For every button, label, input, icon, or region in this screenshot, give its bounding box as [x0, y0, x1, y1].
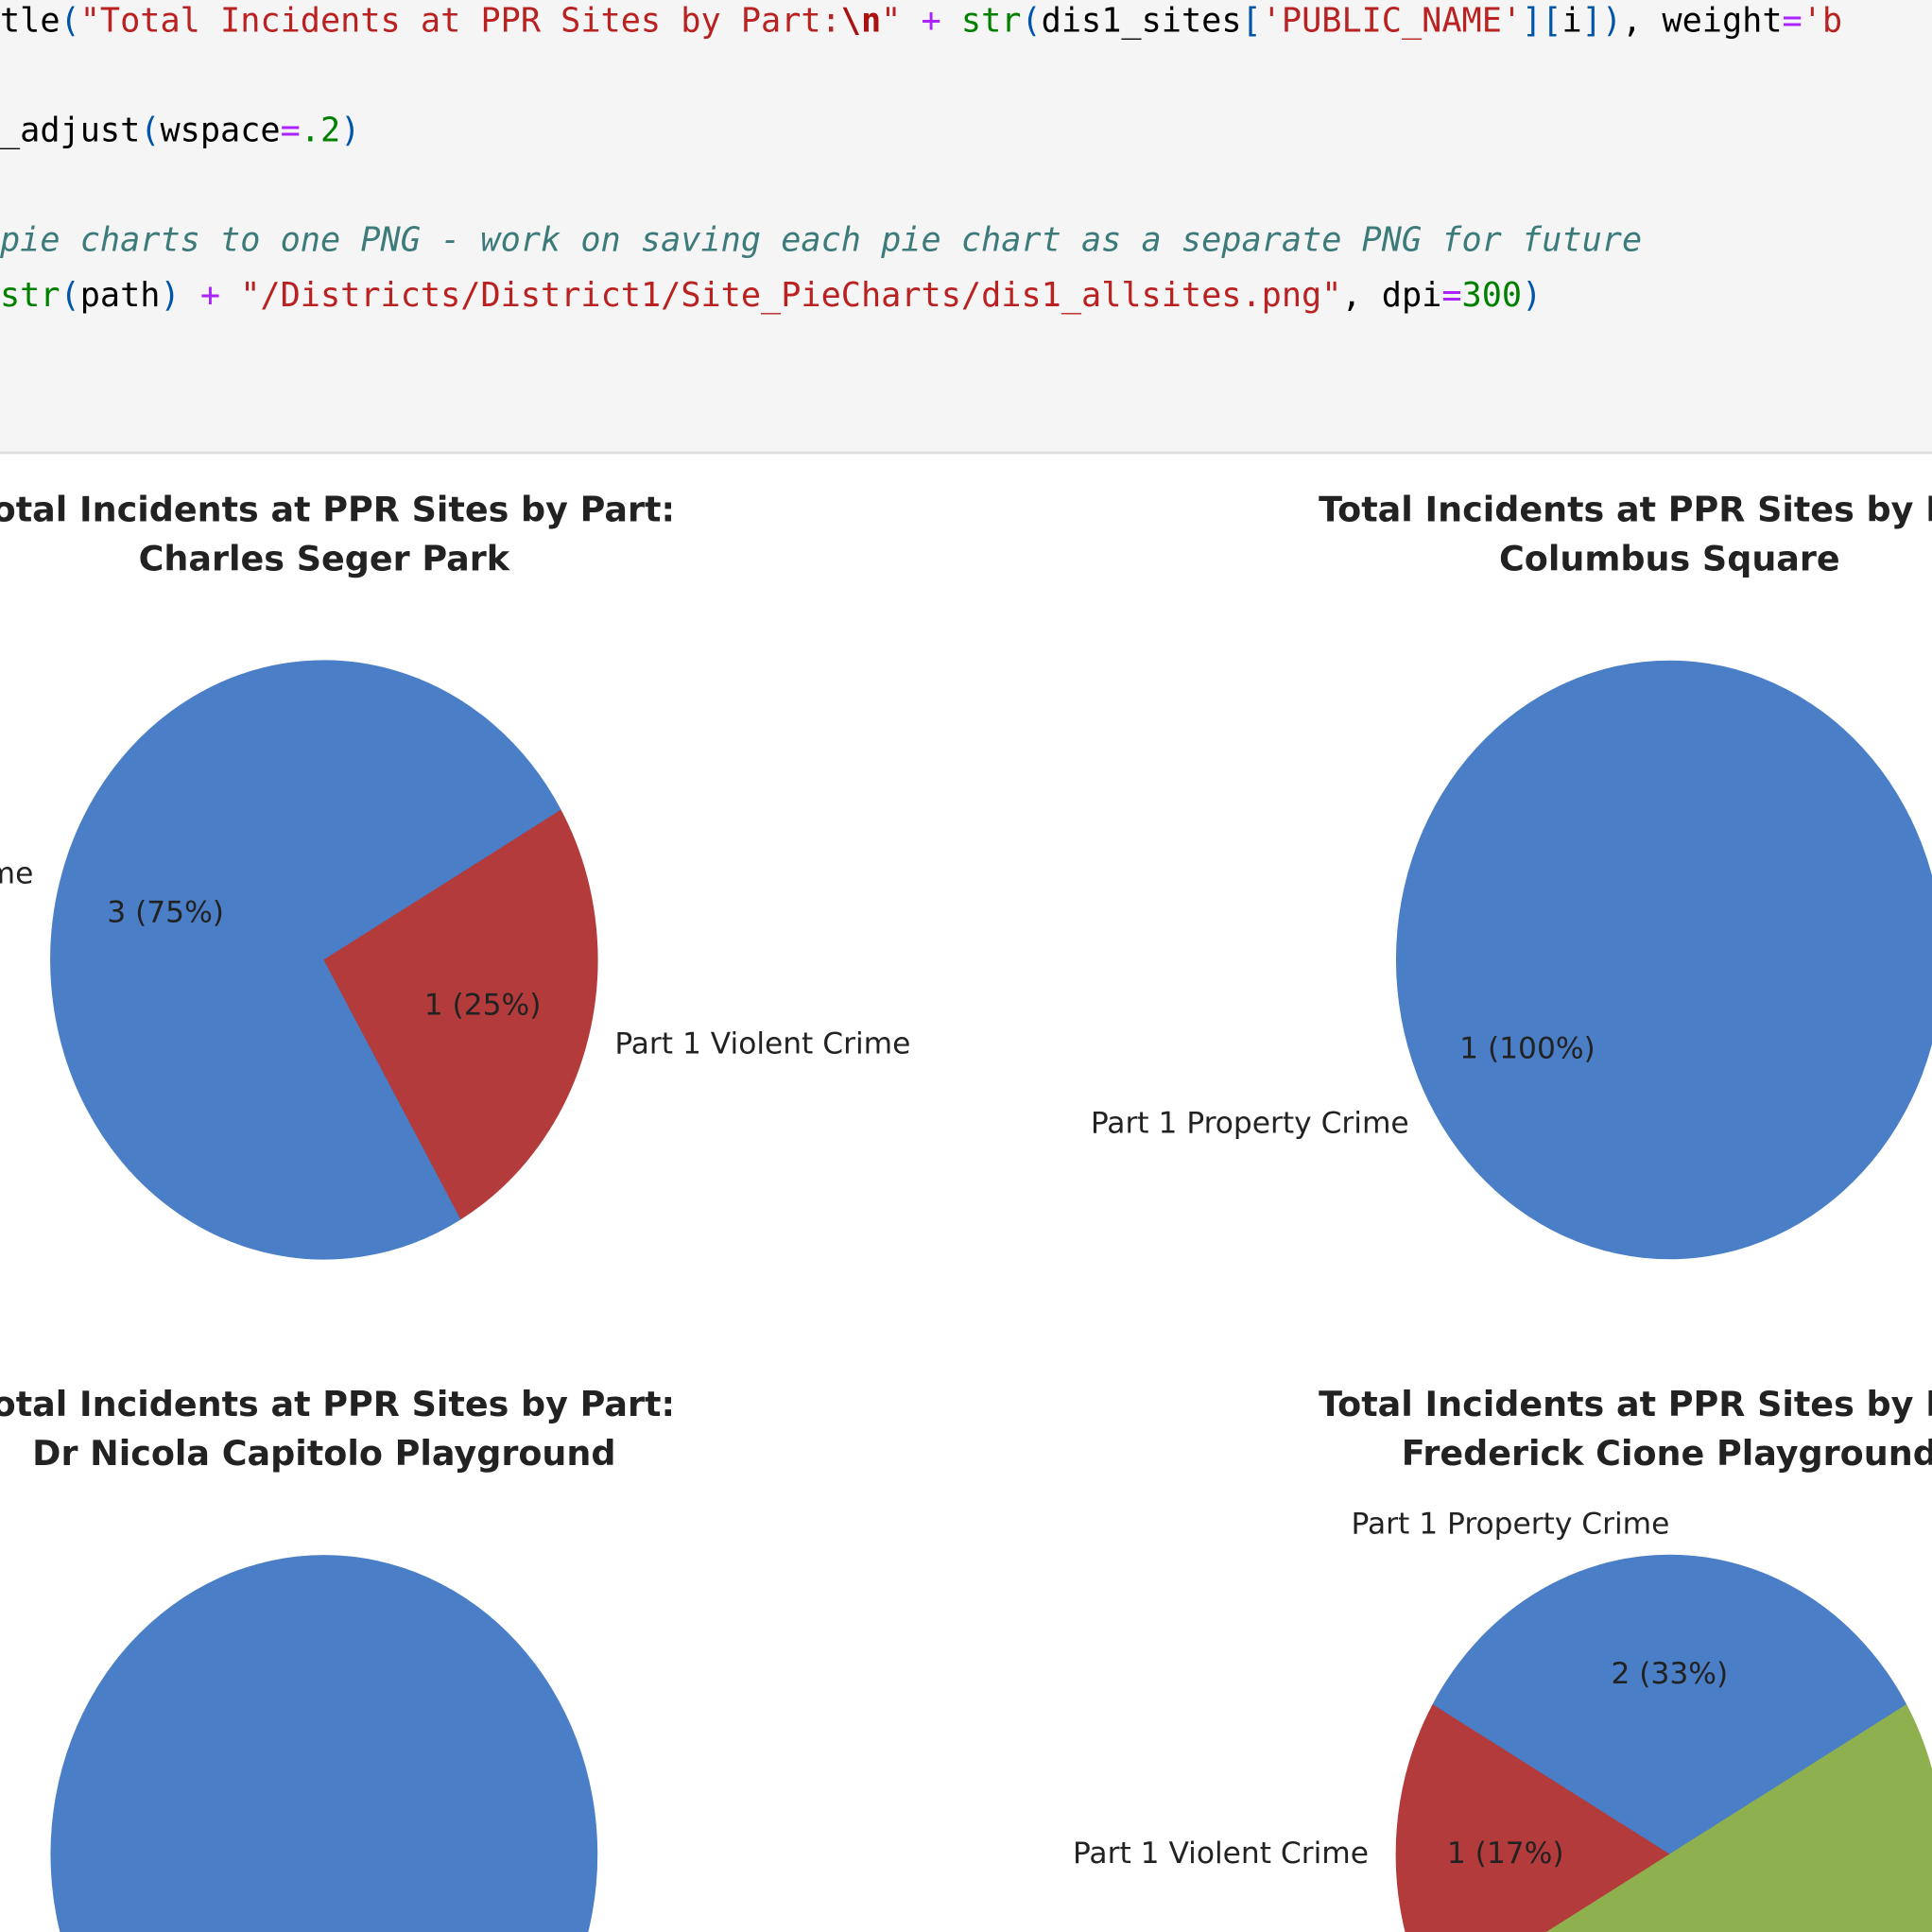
code-token: [ — [1242, 1, 1262, 40]
pie-slice — [50, 660, 561, 1260]
slice-label: Part 1 Violent Crime — [1073, 1837, 1369, 1871]
chart-title: Dr Nicola Capitolo Playground — [32, 1433, 615, 1474]
code-token: , dpi — [1341, 276, 1441, 315]
value-label: 1 (25%) — [424, 989, 542, 1023]
chart-title: Columbus Square — [1499, 539, 1840, 579]
code-token: = — [1441, 276, 1461, 315]
chart-title: Total Incidents at PPR Sites by Part: — [1319, 1384, 1932, 1424]
pie-slice — [1545, 1704, 1932, 1932]
code-line: pie charts to one PNG - work on saving e… — [0, 221, 1642, 260]
code-token — [941, 1, 961, 40]
code-token: , weight — [1622, 1, 1782, 40]
value-label: 1 (100%) — [1459, 1032, 1596, 1066]
code-token: = — [1783, 1, 1803, 40]
chart-title: Frederick Cione Playground — [1402, 1433, 1932, 1474]
code-token: str — [0, 276, 60, 315]
chart-title: Total Incidents at PPR Sites by Part: — [1319, 489, 1932, 529]
code-token: ) — [340, 111, 360, 149]
code-token — [220, 276, 240, 315]
pie-slice — [323, 809, 598, 1220]
code-token: = — [281, 111, 301, 149]
code-token: \n — [841, 1, 881, 40]
slice-label: Part 1 Property Crime — [0, 856, 33, 890]
code-token: ( — [1021, 1, 1041, 40]
code-token — [901, 1, 921, 40]
slice-label: Part 1 Property Crime — [1091, 1107, 1409, 1141]
code-token: ) — [160, 276, 180, 315]
code-token — [181, 276, 200, 315]
pie-slice — [50, 1555, 598, 1932]
code-line: str(path) + "/Districts/District1/Site_P… — [0, 276, 1542, 315]
code-line: tle("Total Incidents at PPR Sites by Par… — [0, 1, 1842, 40]
code-token: str — [961, 1, 1022, 40]
chart-title: Total Incidents at PPR Sites by Part: — [0, 1384, 675, 1424]
code-token: i — [1561, 1, 1581, 40]
code-cell — [0, 0, 1932, 453]
pie-slice — [1432, 1554, 1907, 1855]
code-token: ) — [1522, 276, 1542, 315]
slice-label: Part 1 Property Crime — [1352, 1507, 1670, 1541]
code-token: 300 — [1462, 276, 1523, 315]
slice-label: Part 1 Violent Crime — [614, 1027, 910, 1061]
code-token: "/Districts/District1/Site_PieCharts/dis… — [240, 276, 1341, 315]
value-label: 1 (17%) — [1447, 1837, 1564, 1871]
code-token: 'b — [1803, 1, 1842, 40]
chart-title: Total Incidents at PPR Sites by Part: — [0, 489, 675, 529]
code-token: ( — [140, 111, 160, 149]
code-token: 'PUBLIC_NAME' — [1262, 1, 1522, 40]
chart-title: Charles Seger Park — [139, 539, 510, 579]
code-token: path — [80, 276, 161, 315]
code-token: dis1_sites — [1042, 1, 1242, 40]
pie-slice — [1395, 1704, 1670, 1932]
value-label: 2 (33%) — [1611, 1657, 1728, 1691]
code-token: ]) — [1582, 1, 1622, 40]
code-token: ][ — [1522, 1, 1561, 40]
code-token: + — [922, 1, 941, 40]
pie-slice — [1396, 660, 1932, 1260]
code-line: _adjust(wspace=.2) — [0, 111, 360, 149]
code-token: + — [200, 276, 220, 315]
code-token: pie charts to one PNG - work on saving e… — [0, 221, 1642, 260]
code-token: _adjust — [0, 111, 140, 149]
code-token: wspace — [160, 111, 280, 149]
code-token: "Total Incidents at PPR Sites by Part: — [80, 1, 841, 40]
code-token: tle — [0, 1, 60, 40]
value-label: 3 (75%) — [107, 895, 224, 929]
code-token: .2 — [301, 111, 340, 149]
code-token: ( — [60, 1, 80, 40]
code-token: " — [881, 1, 901, 40]
code-token: ( — [60, 276, 80, 315]
